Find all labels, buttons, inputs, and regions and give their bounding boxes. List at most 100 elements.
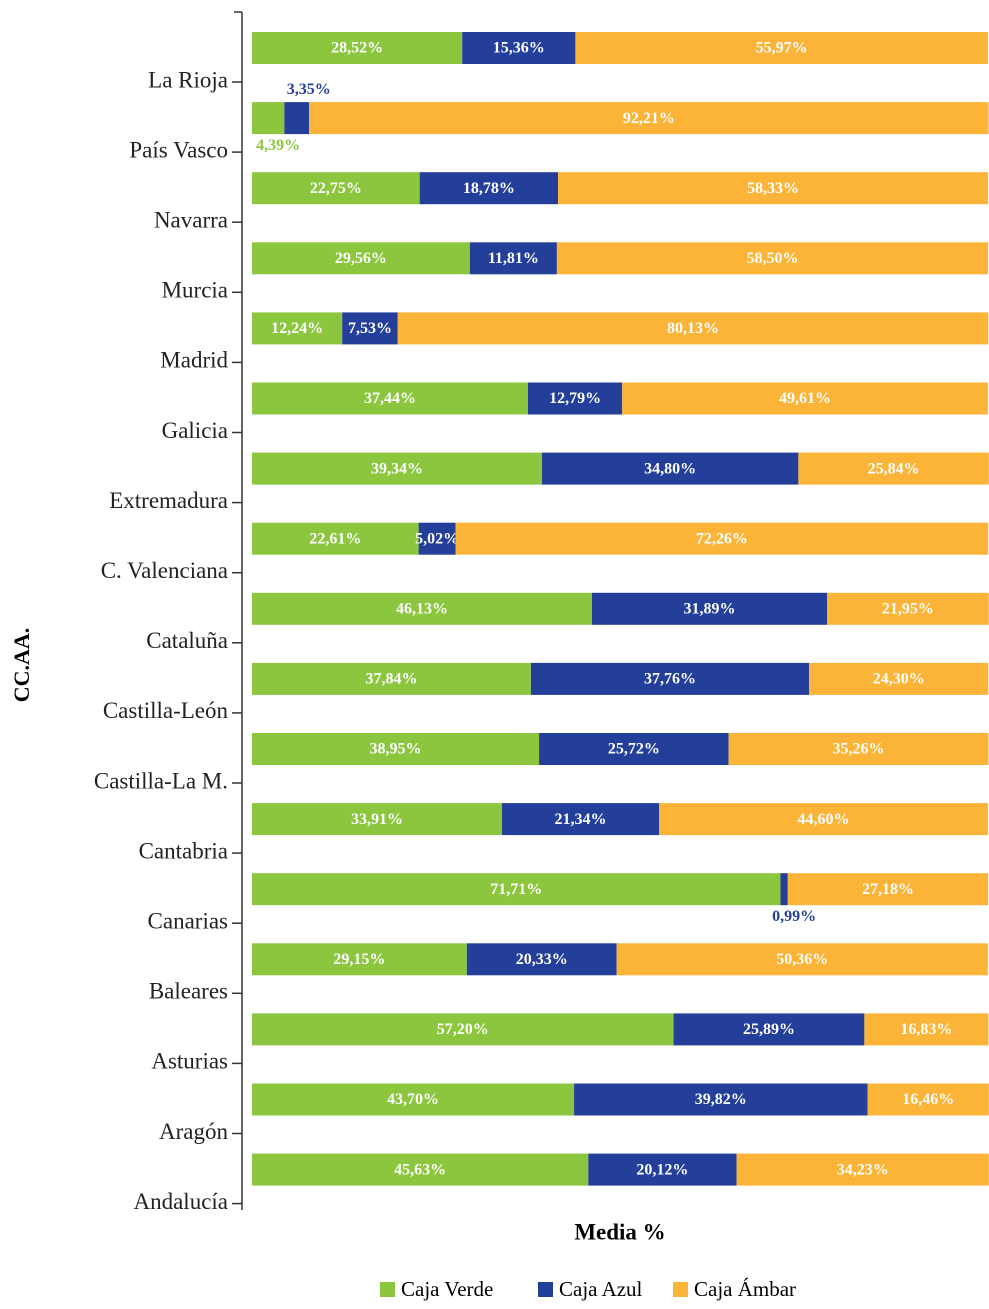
bar-segment [591, 592, 828, 625]
bar-segment [622, 382, 988, 415]
value-label: 29,56% [335, 250, 387, 267]
bar-segment [787, 873, 989, 906]
value-label: 38,95% [370, 741, 422, 758]
bar-segment [728, 733, 989, 765]
bar-segment [539, 733, 729, 765]
value-label: 58,33% [747, 180, 799, 197]
bar-segment [252, 1153, 589, 1186]
bar-segment [252, 102, 285, 135]
value-label: 20,33% [516, 951, 568, 968]
y-tick-label: Navarra [154, 207, 228, 232]
bar-segment [252, 943, 467, 976]
value-label: 43,70% [387, 1091, 439, 1108]
bar-segment [501, 803, 660, 836]
value-label: 35,26% [833, 741, 885, 758]
value-label: 55,97% [756, 40, 808, 57]
legend-label: Caja Ámbar [694, 1277, 796, 1301]
value-label: 34,80% [644, 460, 696, 477]
value-label: 37,44% [364, 390, 416, 407]
value-label: 25,72% [608, 741, 660, 758]
bar-segment [864, 1013, 989, 1046]
bar-segment [252, 1013, 674, 1046]
value-label: 16,83% [900, 1021, 952, 1038]
value-label: 22,61% [309, 530, 361, 547]
value-label: 25,89% [743, 1021, 795, 1038]
bar-segment [418, 522, 456, 555]
value-label: 0,99% [772, 908, 816, 925]
value-label: 31,89% [683, 600, 735, 617]
bar-segment [252, 242, 470, 275]
value-label: 21,95% [882, 600, 934, 617]
value-label: 25,84% [868, 460, 920, 477]
value-label: 7,53% [348, 320, 392, 337]
value-label: 20,12% [636, 1161, 688, 1178]
bar-segment [809, 662, 989, 695]
value-label: 11,81% [488, 250, 539, 267]
value-label: 49,61% [779, 390, 831, 407]
bar-segment [659, 803, 988, 836]
bar-segment [309, 102, 989, 135]
value-label: 18,78% [463, 180, 515, 197]
y-tick-label: La Rioja [148, 67, 228, 92]
value-label: 72,26% [696, 530, 748, 547]
value-label: 3,35% [287, 81, 331, 98]
bar-segment [798, 452, 989, 485]
y-tick-label: Cantabria [139, 838, 228, 863]
legend-swatch [673, 1282, 688, 1297]
value-label: 4,39% [256, 137, 300, 154]
value-label: 12,79% [549, 390, 601, 407]
bar-segment [462, 32, 576, 64]
value-label: 37,84% [365, 671, 417, 688]
bar-segment [252, 1083, 575, 1116]
legend-swatch [538, 1282, 553, 1297]
bar-segment [827, 592, 989, 625]
bar-segment [558, 172, 988, 205]
bar-segment [342, 312, 398, 345]
value-label: 39,34% [371, 460, 423, 477]
bar-segment [527, 382, 623, 415]
value-label: 44,60% [798, 811, 850, 828]
bar-segment [252, 452, 542, 485]
bar-segment [252, 592, 592, 625]
y-tick-label: Aragón [159, 1119, 228, 1144]
legend-label: Caja Verde [401, 1277, 493, 1301]
bar-segment [469, 242, 557, 275]
value-label: 71,71% [490, 881, 542, 898]
value-label: 39,82% [695, 1091, 747, 1108]
bar-segment [284, 102, 310, 135]
y-tick-label: Baleares [149, 979, 228, 1004]
y-tick-label: Andalucía [133, 1189, 228, 1214]
bar-segment [673, 1013, 865, 1046]
value-label: 15,36% [493, 40, 545, 57]
value-label: 92,21% [623, 110, 675, 127]
bar-segment [252, 662, 531, 695]
value-label: 16,46% [902, 1091, 954, 1108]
y-tick-label: Madrid [160, 348, 228, 373]
value-label: 80,13% [667, 320, 719, 337]
value-label: 24,30% [873, 671, 925, 688]
y-tick-label: Castilla-La M. [94, 768, 228, 793]
bar-segment [252, 172, 420, 205]
y-tick-label: Asturias [151, 1049, 228, 1074]
y-axis-title: CC.AA. [9, 628, 34, 703]
y-tick-label: C. Valenciana [101, 558, 228, 583]
bar-segment [530, 662, 810, 695]
bar-segment [252, 522, 419, 555]
bar-segment [252, 312, 343, 345]
value-label: 21,34% [555, 811, 607, 828]
y-tick-label: Cataluña [146, 628, 228, 653]
value-label: 50,36% [776, 951, 828, 968]
legend: Caja Verde Caja Azul Caja Ámbar [380, 1277, 796, 1301]
value-label: 58,50% [746, 250, 798, 267]
x-axis-title: Media % [574, 1219, 665, 1244]
bar-segment [575, 32, 988, 64]
bar-segment [252, 733, 540, 765]
value-label: 12,24% [271, 320, 323, 337]
value-label: 57,20% [437, 1021, 489, 1038]
bar-segment [455, 522, 989, 555]
legend-swatch [380, 1282, 395, 1297]
bar-segment [867, 1083, 989, 1116]
y-tick-label: Galicia [162, 418, 228, 443]
bar-segment [588, 1153, 737, 1186]
